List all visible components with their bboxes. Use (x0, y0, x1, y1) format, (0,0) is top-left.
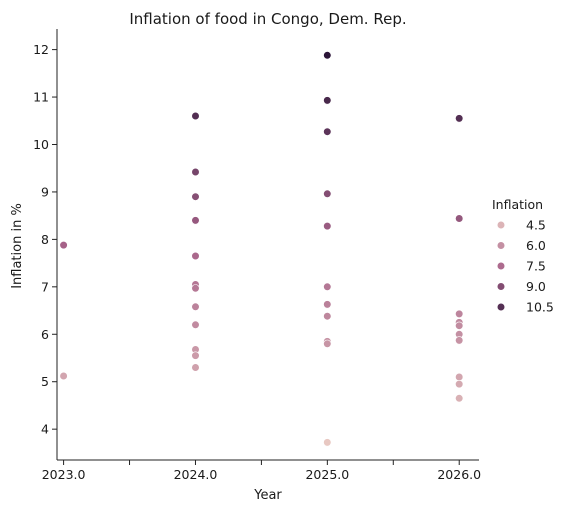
legend-entry-label: 9.0 (526, 279, 546, 294)
data-point (455, 114, 464, 123)
data-point (323, 189, 332, 198)
data-point (191, 216, 200, 225)
y-axis-label: Inflation in % (10, 203, 25, 289)
legend-marker (496, 241, 506, 250)
legend-marker (496, 261, 506, 271)
y-tick-label: 12 (33, 42, 49, 57)
data-point (455, 214, 464, 223)
data-point (323, 438, 332, 447)
data-point (323, 222, 332, 231)
data-point (323, 312, 332, 321)
data-point (191, 284, 200, 293)
data-point (59, 241, 68, 250)
legend-title: Inflation (492, 197, 543, 212)
legend-entry-label: 7.5 (526, 259, 546, 274)
legend-entry-label: 6.0 (526, 238, 546, 253)
data-point (323, 127, 332, 136)
x-tick-label: 2023.0 (42, 467, 86, 482)
data-point (191, 167, 200, 177)
data-point (455, 380, 464, 389)
data-point (455, 394, 464, 403)
data-point (323, 339, 332, 348)
data-point (191, 320, 200, 329)
x-tick-label: 2025.0 (305, 467, 349, 482)
x-tick-label: 2026.0 (437, 467, 481, 482)
data-point (455, 309, 464, 319)
data-point (191, 111, 200, 121)
y-tick-label: 11 (33, 90, 49, 105)
data-point (191, 251, 200, 261)
y-tick-label: 9 (41, 184, 49, 199)
x-axis: 2023.0 2024.0 2025.0 2026.0 (42, 459, 481, 482)
y-tick-label: 10 (33, 137, 49, 152)
data-points (59, 51, 464, 447)
legend-entry-label: 10.5 (526, 300, 554, 315)
data-point (191, 302, 200, 311)
x-axis-label: Year (253, 488, 282, 503)
chart-title: Inflation of food in Congo, Dem. Rep. (129, 10, 406, 28)
data-point (323, 282, 332, 291)
legend-marker (496, 302, 506, 312)
y-tick-label: 8 (41, 232, 49, 247)
legend: Inflation 4.5 6.0 7.5 9.0 10.5 (492, 197, 554, 315)
y-axis: 4 5 6 7 8 9 10 11 12 (33, 29, 58, 460)
legend-marker (496, 282, 506, 291)
legend-entry-label: 4.5 (526, 218, 546, 233)
y-tick-label: 5 (41, 374, 49, 389)
data-point (455, 321, 464, 330)
data-point (455, 372, 464, 382)
y-tick-label: 6 (41, 327, 49, 342)
data-point (191, 351, 200, 360)
x-tick-label: 2024.0 (174, 467, 218, 482)
data-point (323, 300, 332, 309)
y-tick-label: 4 (41, 422, 49, 437)
data-point (59, 371, 68, 381)
data-point (323, 51, 332, 60)
y-tick-label: 7 (41, 279, 49, 294)
data-point (191, 363, 200, 372)
legend-marker (496, 220, 506, 230)
data-point (191, 192, 200, 201)
data-point (455, 336, 464, 345)
data-point (323, 96, 332, 105)
